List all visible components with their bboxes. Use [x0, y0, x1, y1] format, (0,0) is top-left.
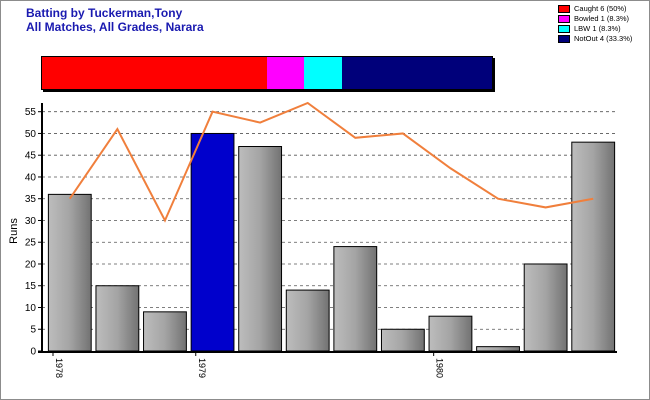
y-tick-label-20: 20 — [25, 259, 37, 270]
bar-2 — [143, 311, 187, 352]
y-tick-label-40: 40 — [25, 172, 37, 183]
bar-8 — [428, 315, 473, 352]
chart-subtitle: All Matches, All Grades, Narara — [26, 20, 204, 34]
legend-label-bowled: Bowled 1 (8.3%) — [574, 14, 630, 23]
dismissal-distribution-bar — [41, 56, 493, 90]
y-tick-label-10: 10 — [25, 303, 37, 314]
bars-layer — [47, 132, 616, 352]
legend-label-caught: Caught 6 (50%) — [574, 4, 627, 13]
bar-7 — [380, 328, 425, 352]
line-layer — [68, 101, 594, 223]
legend-item-notout: NotOut 4 (33.3%) — [558, 34, 632, 44]
y-tick-label-5: 5 — [30, 325, 36, 336]
legend-swatch-caught — [558, 5, 570, 13]
y-tick-label-55: 55 — [25, 107, 37, 118]
x-tick-label-1978: 1978 — [54, 358, 64, 378]
y-tick-label-45: 45 — [25, 151, 37, 162]
legend-item-lbw: LBW 1 (8.3%) — [558, 24, 632, 34]
y-tick-label-0: 0 — [30, 347, 36, 358]
bar-11 — [571, 141, 616, 352]
bar-4 — [238, 146, 283, 352]
legend-swatch-lbw — [558, 25, 570, 33]
dismissal-segment-lbw — [304, 57, 342, 89]
y-axis-label: Runs — [8, 218, 20, 244]
chart-title: Batting by Tuckerman,Tony — [26, 6, 183, 20]
axis-layer: 0 5 10 15 20 25 30 35 40 45 50 55 Runs 1978 1979 1980 — [8, 103, 617, 378]
legend: Caught 6 (50%) Bowled 1 (8.3%) LBW 1 (8.… — [558, 4, 632, 44]
dismissal-segment-bowled — [267, 57, 305, 89]
y-tick-label-35: 35 — [25, 194, 37, 205]
bar-5 — [285, 289, 330, 352]
legend-item-caught: Caught 6 (50%) — [558, 4, 632, 14]
y-tick-label-50: 50 — [25, 129, 37, 140]
y-tick-label-25: 25 — [25, 238, 37, 249]
bar-10 — [523, 263, 568, 352]
legend-label-notout: NotOut 4 (33.3%) — [574, 34, 633, 43]
dismissal-segment-notout — [341, 57, 492, 89]
legend-swatch-notout — [558, 35, 570, 43]
dismissal-segment-caught — [42, 57, 267, 89]
bar-3 — [190, 132, 235, 352]
legend-label-lbw: LBW 1 (8.3%) — [574, 24, 621, 33]
bar-1 — [95, 285, 140, 352]
x-tick-label-1980: 1980 — [435, 358, 445, 378]
x-tick-label-1979: 1979 — [197, 358, 207, 378]
runs-trend-line — [68, 101, 594, 223]
bar-0 — [47, 193, 92, 352]
y-tick-label-30: 30 — [25, 216, 37, 227]
bar-9 — [476, 346, 520, 352]
y-tick-label-15: 15 — [25, 281, 37, 292]
legend-swatch-bowled — [558, 15, 570, 23]
legend-item-bowled: Bowled 1 (8.3%) — [558, 14, 632, 24]
bar-6 — [333, 246, 378, 352]
